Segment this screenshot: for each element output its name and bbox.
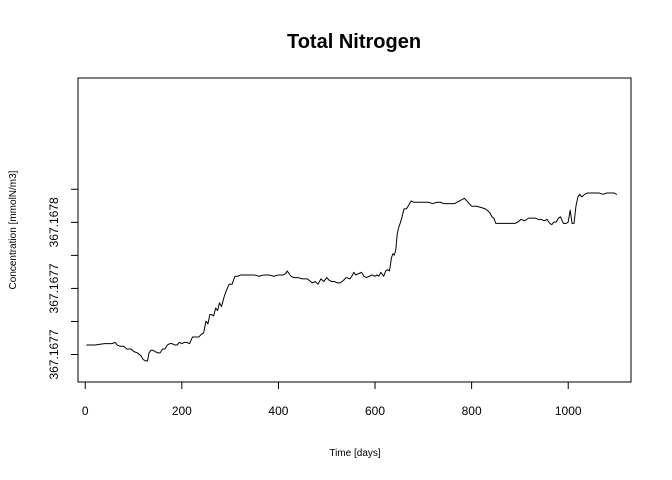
x-tick-label: 400: [268, 404, 288, 418]
x-axis-label: Time [days]: [329, 448, 381, 459]
y-axis: 367.1677 367.1677 367.1678: [47, 188, 79, 380]
plot-frame: [77, 77, 632, 383]
x-tick-label: 200: [172, 404, 192, 418]
y-tick-label: 367.1678: [47, 197, 61, 247]
x-tick-label: 1000: [555, 404, 582, 418]
chart-title: Total Nitrogen: [287, 31, 421, 53]
x-tick-label: 800: [462, 404, 482, 418]
y-axis-label: Concentration [mmolN/m3]: [8, 170, 19, 289]
series-layer: [86, 192, 618, 362]
x-tick-label: 600: [365, 404, 385, 418]
x-tick-label: 0: [82, 404, 89, 418]
series-line-1: [86, 192, 618, 362]
y-tick-label: 367.1677: [47, 263, 61, 313]
x-axis: 0 200 400 600 800 1000: [82, 381, 582, 418]
y-tick-label: 367.1677: [47, 329, 61, 379]
